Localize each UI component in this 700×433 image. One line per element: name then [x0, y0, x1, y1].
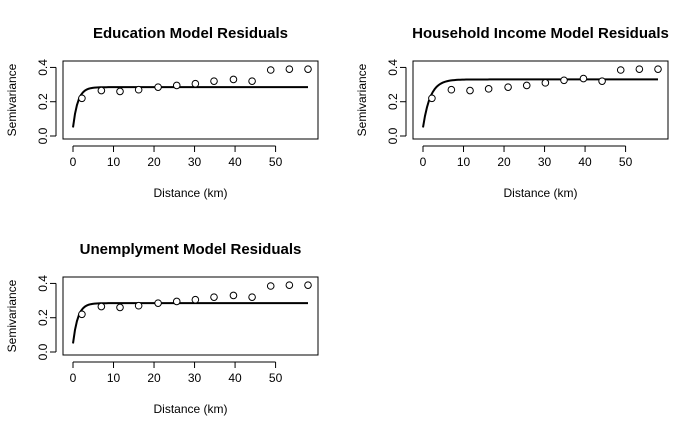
- y-tick-label: 0.2: [386, 93, 400, 110]
- x-axis-label: Distance (km): [503, 186, 577, 200]
- data-point: [428, 94, 436, 103]
- data-point: [191, 295, 200, 304]
- data-point: [248, 293, 256, 301]
- data-point: [598, 77, 606, 85]
- data-point: [654, 65, 662, 73]
- data-point: [210, 77, 218, 85]
- y-tick-label: 0.4: [36, 275, 50, 292]
- x-axis-label: Distance (km): [153, 186, 227, 200]
- y-axis-label: Semivariance: [355, 63, 369, 136]
- data-point: [616, 66, 625, 74]
- data-point: [154, 299, 162, 307]
- data-point: [541, 79, 550, 87]
- x-tick-label: 40: [228, 371, 242, 385]
- data-point: [466, 86, 474, 95]
- fitted-model-line: [72, 86, 308, 128]
- data-point: [447, 85, 456, 94]
- x-tick-label: 40: [578, 155, 592, 169]
- data-point: [116, 303, 124, 312]
- chart-title: Household Income Model Residuals: [412, 25, 669, 42]
- data-point: [229, 75, 238, 84]
- data-point: [579, 74, 588, 83]
- y-tick-label: 0.0: [386, 127, 400, 144]
- data-point: [191, 79, 200, 88]
- data-point: [484, 85, 493, 93]
- x-tick-label: 0: [70, 371, 77, 385]
- x-tick-label: 50: [269, 155, 283, 169]
- panel-household-income: Household Income Model Residuals 0 10 20 30 4…: [355, 25, 669, 200]
- data-point: [304, 281, 312, 289]
- data-point: [134, 85, 143, 94]
- data-point: [635, 65, 644, 73]
- plot-frame: [412, 60, 669, 140]
- x-axis-label: Distance (km): [153, 402, 227, 416]
- x-tick-label: 0: [420, 155, 427, 169]
- x-tick-label: 20: [497, 155, 511, 169]
- data-point: [522, 81, 531, 90]
- data-point: [285, 281, 294, 289]
- chart-title: Unemplyment Model Residuals: [80, 241, 302, 258]
- fitted-model-line: [422, 78, 658, 128]
- panel-unemployment: Unemplyment Model Residuals 0 10 20 30 40 50 Di…: [5, 241, 319, 416]
- chart-title: Education Model Residuals: [93, 25, 288, 42]
- x-tick-label: 10: [107, 371, 121, 385]
- plot-frame: [62, 276, 319, 356]
- data-point: [248, 77, 256, 85]
- data-point: [172, 81, 181, 90]
- y-tick-label: 0.4: [36, 59, 50, 76]
- data-point: [504, 83, 512, 91]
- x-tick-label: 30: [538, 155, 552, 169]
- x-tick-label: 10: [107, 155, 121, 169]
- data-point: [78, 94, 86, 103]
- x-tick-label: 30: [188, 155, 202, 169]
- panel-education: Education Model Residuals 0 10 20 30 40 50 Dist…: [5, 25, 319, 200]
- y-tick-label: 0.0: [36, 343, 50, 360]
- data-point: [134, 301, 143, 310]
- y-tick-label: 0.2: [36, 93, 50, 110]
- x-tick-label: 20: [147, 371, 161, 385]
- data-point: [116, 87, 124, 96]
- data-point: [97, 86, 106, 95]
- fitted-model-line: [72, 302, 308, 344]
- data-point: [154, 83, 162, 91]
- x-tick-label: 40: [228, 155, 242, 169]
- plot-frame: [62, 60, 319, 140]
- data-point: [266, 282, 275, 290]
- y-tick-label: 0.0: [36, 127, 50, 144]
- y-axis-label: Semivariance: [5, 279, 19, 352]
- x-tick-label: 10: [457, 155, 471, 169]
- data-point: [97, 302, 106, 311]
- x-tick-label: 50: [619, 155, 633, 169]
- data-point: [229, 291, 238, 300]
- data-point: [304, 65, 312, 73]
- y-axis-label: Semivariance: [5, 63, 19, 136]
- data-point: [210, 293, 218, 301]
- data-point: [560, 76, 568, 85]
- y-tick-label: 0.2: [36, 309, 50, 326]
- x-tick-label: 20: [147, 155, 161, 169]
- x-tick-label: 0: [70, 155, 77, 169]
- data-point: [285, 65, 294, 73]
- data-point: [266, 66, 275, 74]
- x-tick-label: 30: [188, 371, 202, 385]
- y-tick-label: 0.4: [386, 59, 400, 76]
- data-point: [172, 297, 181, 306]
- x-tick-label: 50: [269, 371, 283, 385]
- data-point: [78, 310, 86, 319]
